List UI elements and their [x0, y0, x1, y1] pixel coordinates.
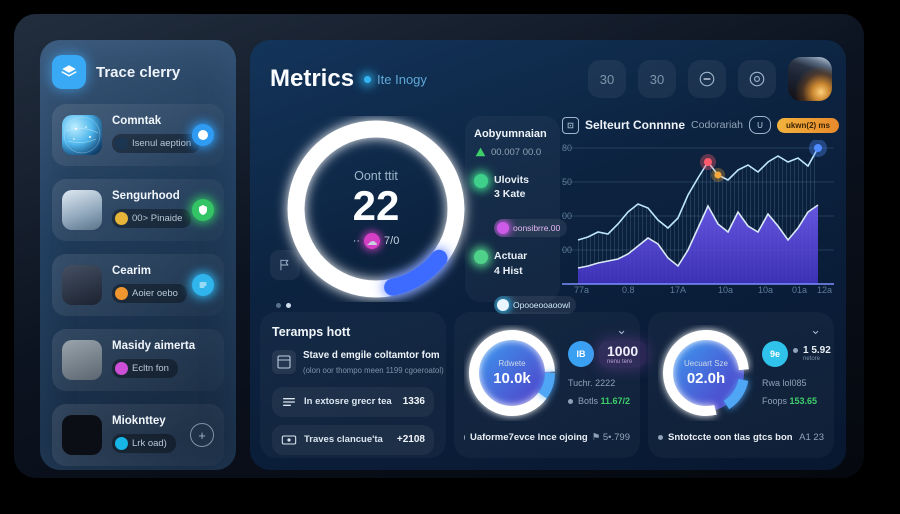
svg-text:0.8: 0.8: [622, 285, 635, 295]
svg-text:10a: 10a: [718, 285, 733, 295]
svg-text:00: 00: [562, 211, 572, 221]
svg-text:00: 00: [562, 245, 572, 255]
svg-text:80: 80: [562, 143, 572, 153]
svg-text:50: 50: [562, 177, 572, 187]
svg-text:17A: 17A: [670, 285, 686, 295]
svg-text:10a: 10a: [758, 285, 773, 295]
svg-text:01a: 01a: [792, 285, 807, 295]
svg-text:77a: 77a: [574, 285, 589, 295]
svg-text:12a: 12a: [817, 285, 832, 295]
